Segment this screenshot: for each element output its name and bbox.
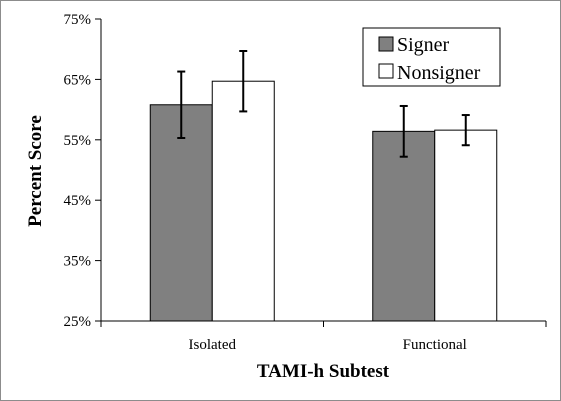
x-tick-label: Isolated: [189, 337, 237, 353]
bar-signer-isolated: [149, 104, 213, 322]
bars: [149, 80, 498, 322]
legend-label-signer: Signer: [397, 34, 450, 56]
legend-swatch-nonsigner: [378, 63, 394, 79]
y-axis-title: Percent Score: [25, 115, 46, 227]
bar-nonsigner-isolated: [211, 80, 275, 322]
y-tick-label: 35%: [64, 254, 92, 270]
legend-swatch-signer: [378, 36, 394, 52]
x-axis-title: TAMI-h Subtest: [257, 361, 390, 382]
y-tick-label: 55%: [64, 133, 92, 149]
legend-label-nonsigner: Nonsigner: [397, 62, 481, 84]
x-tick-label: Functional: [403, 337, 467, 353]
y-axis: 25% 35% 45% 55% 65% 75%: [64, 12, 102, 330]
bar-nonsigner-functional: [434, 129, 498, 322]
legend: Signer Nonsigner: [362, 27, 501, 87]
y-tick-label: 25%: [64, 314, 92, 330]
y-tick-label: 65%: [64, 72, 92, 88]
x-axis: Isolated Functional: [100, 320, 547, 353]
y-tick-label: 45%: [64, 193, 92, 209]
bar-signer-functional: [372, 130, 436, 322]
y-tick-label: 75%: [64, 12, 92, 28]
error-bars: [177, 50, 470, 158]
